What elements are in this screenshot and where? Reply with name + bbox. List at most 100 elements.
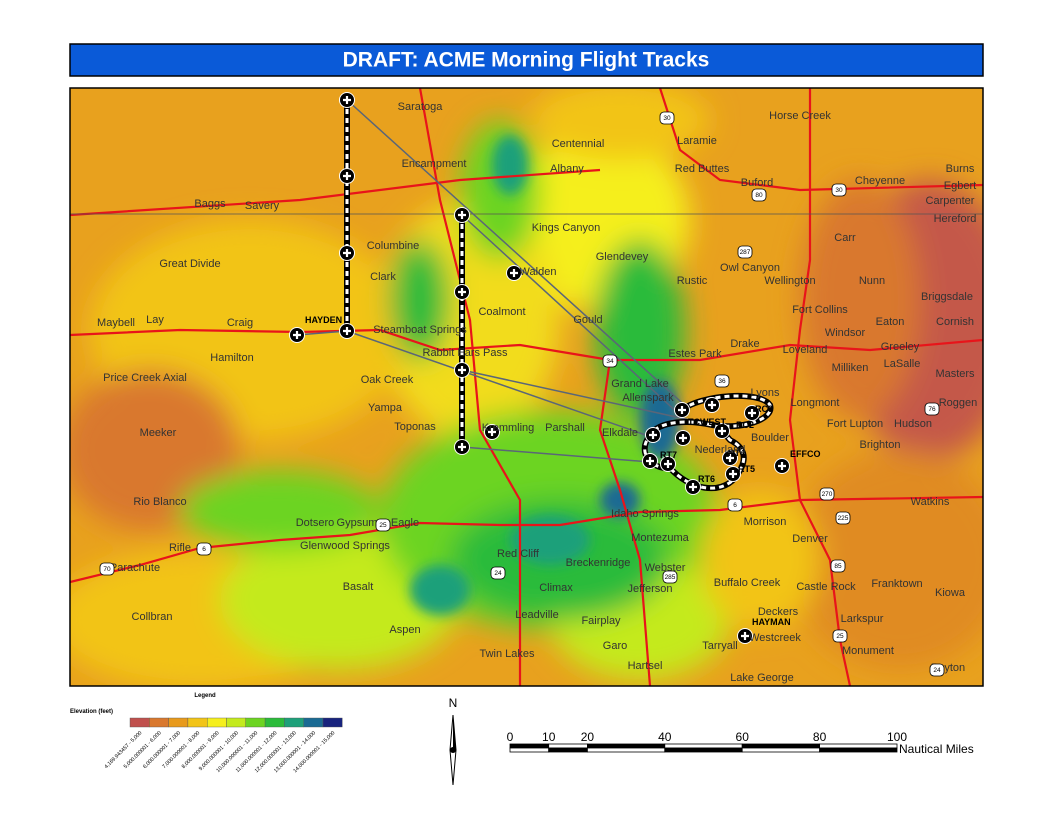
waypoint-label: EFFCO — [790, 449, 821, 459]
place-label: Parachute — [110, 562, 160, 574]
legend-swatch — [284, 717, 304, 728]
scale-label: 10 — [542, 730, 556, 744]
place-label: Jefferson — [627, 583, 672, 595]
legend-swatch — [168, 717, 189, 728]
place-label: Gould — [573, 314, 602, 326]
scale-segment — [587, 747, 666, 753]
place-label: Montezuma — [631, 532, 689, 544]
legend-swatch — [226, 717, 246, 728]
scale-segment — [548, 747, 588, 753]
waypoint-cross — [679, 434, 687, 442]
title-bar — [69, 43, 984, 77]
place-label: Great Divide — [159, 258, 220, 270]
place-label: Castle Rock — [796, 581, 856, 593]
place-label: Gypsum — [337, 517, 378, 529]
waypoint-cross — [646, 457, 654, 465]
place-label: Centennial — [552, 138, 605, 150]
highway-number: 24 — [933, 667, 941, 674]
scale-segment — [509, 743, 550, 749]
scale-label: 60 — [736, 730, 750, 744]
highway-number: 85 — [834, 563, 842, 570]
terrain — [70, 88, 983, 686]
scale-label: 100 — [887, 730, 907, 744]
place-label: LaSalle — [884, 358, 921, 370]
highway-number: 34 — [606, 358, 614, 365]
place-label: Breckenridge — [566, 557, 631, 569]
legend-swatch — [245, 717, 266, 728]
place-label: Carpenter — [926, 195, 975, 207]
waypoint-cross — [343, 249, 351, 257]
place-label: Oak Creek — [361, 374, 414, 386]
place-label: Brighton — [860, 439, 901, 451]
place-label: Owl Canyon — [720, 262, 780, 274]
waypoint-cross — [729, 470, 737, 478]
place-label: Burns — [946, 163, 975, 175]
place-label: Dotsero — [296, 517, 335, 529]
waypoint-label: HAYMAN — [752, 617, 791, 627]
place-label: Buffalo Creek — [714, 577, 781, 589]
place-label: Loveland — [783, 344, 828, 356]
place-label: Savery — [245, 200, 280, 212]
north-label: N — [449, 696, 458, 710]
place-label: Masters — [935, 368, 975, 380]
highway-number: 76 — [928, 406, 936, 413]
place-label: Eagle — [391, 517, 419, 529]
place-label: Monument — [842, 645, 894, 657]
scale-segment — [509, 747, 550, 753]
place-label: Glendevey — [596, 251, 649, 263]
scale-segment — [819, 743, 898, 749]
leg-line — [346, 330, 661, 441]
legend-swatch — [206, 717, 227, 728]
place-label: Yampa — [368, 402, 403, 414]
place-label: Roggen — [939, 397, 978, 409]
highway-shield — [832, 629, 848, 643]
place-label: Boulder — [751, 432, 789, 444]
place-label: Walden — [520, 266, 557, 278]
place-label: Grand Lake — [611, 378, 668, 390]
highway-number: 80 — [755, 192, 763, 199]
waypoint-label: RT6 — [698, 474, 715, 484]
highway-number: 24 — [494, 570, 502, 577]
place-label: Steamboat Springs — [373, 324, 467, 336]
place-label: Kings Canyon — [532, 222, 601, 234]
place-label: Larkspur — [841, 613, 884, 625]
highway-shield — [727, 498, 743, 512]
place-label: Watkins — [911, 496, 950, 508]
scale-unit: Nautical Miles — [899, 742, 974, 756]
waypoint-cross — [343, 96, 351, 104]
place-label: Maybell — [97, 317, 135, 329]
waypoint-label: TCWEST — [688, 417, 726, 427]
highway-shield — [375, 518, 391, 532]
waypoint-cross — [778, 462, 786, 470]
highway-shield — [659, 111, 675, 125]
highway-number: 6 — [202, 546, 206, 553]
highway-shield — [490, 566, 506, 580]
place-label: Baggs — [194, 198, 226, 210]
place-label: Allenspark — [622, 392, 674, 404]
place-label: Briggsdale — [921, 291, 973, 303]
place-label: Craig — [227, 317, 253, 329]
place-label: Collbran — [132, 611, 173, 623]
waypoint-cross — [458, 443, 466, 451]
legend-swatch — [264, 717, 285, 728]
highway-shield — [819, 487, 835, 501]
place-label: Wellington — [764, 275, 815, 287]
waypoint-cross — [293, 331, 301, 339]
place-label: Nunn — [859, 275, 885, 287]
highway-shield — [831, 183, 847, 197]
place-label: Cornish — [936, 316, 974, 328]
place-label: Columbine — [367, 240, 420, 252]
place-label: Toponas — [394, 421, 436, 433]
place-label: Clark — [370, 271, 396, 283]
waypoint-cross — [726, 454, 734, 462]
waypoint-label: RC2 — [736, 420, 754, 430]
scale-label: 40 — [658, 730, 672, 744]
place-label: Kiowa — [935, 587, 966, 599]
place-label: Horse Creek — [769, 110, 831, 122]
waypoint-cross — [708, 401, 716, 409]
scale-label: 0 — [507, 730, 514, 744]
waypoint-cross — [510, 269, 518, 277]
place-label: Egbert — [944, 180, 976, 192]
scale-segment — [741, 743, 821, 749]
